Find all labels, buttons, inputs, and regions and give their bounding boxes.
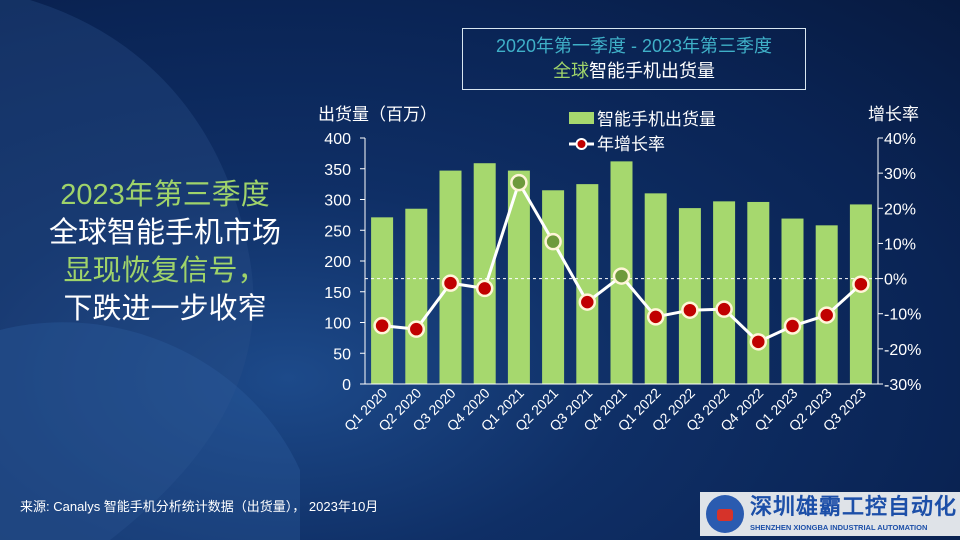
y2-tick-label: -30% [884, 377, 921, 394]
growth-marker [441, 274, 460, 292]
headline-line-4: 下跌进一步收窄 [63, 293, 267, 325]
headline-line-3: 显现恢复信号， [63, 255, 267, 287]
legend-line-marker [575, 138, 588, 150]
bar [713, 201, 736, 384]
logo-text-cn: 深圳雄霸工控自动化 [750, 494, 958, 519]
legend-bar-swatch [569, 112, 594, 124]
growth-marker [612, 267, 631, 285]
bar [473, 163, 496, 384]
growth-marker [715, 300, 733, 318]
bar [507, 170, 530, 384]
bar [781, 218, 804, 384]
y-tick-label: 200 [324, 254, 351, 271]
growth-marker [817, 306, 836, 324]
chart-title-period: 2020年第一季度 - 2023年第三季度 [495, 36, 773, 56]
y2-tick-label: -10% [884, 307, 921, 324]
title-white-part: 智能手机出货量 [589, 61, 715, 81]
bear-mascot-icon [706, 495, 744, 533]
legend-line-label: 年增长率 [597, 135, 665, 154]
y-tick-label: 400 [324, 131, 351, 148]
growth-marker [852, 275, 870, 293]
y2-tick-label: 20% [884, 201, 916, 218]
y2-tick-label: 30% [884, 166, 916, 183]
growth-marker [407, 320, 426, 338]
headline-line-2: 全球智能手机市场 [48, 217, 281, 249]
growth-marker [681, 301, 699, 319]
y2-axis-title: 增长率 [868, 105, 919, 124]
y-tick-label: 250 [324, 223, 351, 240]
bar [542, 190, 565, 384]
y-axis-title: 出货量（百万） [318, 105, 437, 124]
bar [405, 208, 428, 384]
growth-marker [510, 173, 528, 192]
bar [576, 184, 599, 384]
growth-marker [475, 279, 494, 298]
growth-marker [646, 308, 665, 326]
legend: 智能手机出货量 年增长率 [569, 110, 716, 154]
growth-marker [373, 316, 391, 335]
chart-title-box: 2020年第一季度 - 2023年第三季度 全球智能手机出货量 [462, 28, 806, 90]
y2-tick-label: 40% [884, 131, 916, 148]
bar [644, 193, 667, 384]
y2-tick-label: 0% [884, 272, 907, 289]
y-tick-label: 350 [324, 162, 351, 179]
headline: 2023年第三季度 全球智能手机市场 显现恢复信号， 下跌进一步收窄 [20, 176, 310, 328]
legend-bar-label: 智能手机出货量 [597, 110, 716, 129]
source-note: 来源: Canalys 智能手机分析统计数据（出货量）， 2023年10月 [20, 499, 379, 514]
y-tick-label: 0 [342, 377, 351, 394]
y-tick-label: 50 [333, 346, 351, 363]
growth-marker [578, 293, 597, 311]
growth-marker [783, 317, 802, 335]
y2-tick-label: 10% [884, 236, 916, 253]
bar [747, 201, 770, 384]
bar [849, 204, 872, 384]
headline-line-1: 2023年第三季度 [60, 179, 270, 211]
y-tick-label: 100 [324, 316, 351, 333]
y2-tick-label: -20% [884, 342, 921, 359]
chart-title-subject: 全球智能手机出货量 [463, 59, 805, 84]
title-green-part: 全球 [553, 61, 589, 81]
bar [678, 208, 701, 384]
bar [371, 217, 394, 384]
watermark-logo: 深圳雄霸工控自动化 SHENZHEN XIONGBA INDUSTRIAL AU… [700, 492, 960, 536]
bar [815, 225, 838, 384]
logo-text-en: SHENZHEN XIONGBA INDUSTRIAL AUTOMATION [750, 523, 928, 532]
y-tick-label: 300 [324, 193, 351, 210]
y-tick-label: 150 [324, 285, 351, 302]
growth-marker [544, 232, 562, 251]
growth-marker [749, 333, 768, 351]
